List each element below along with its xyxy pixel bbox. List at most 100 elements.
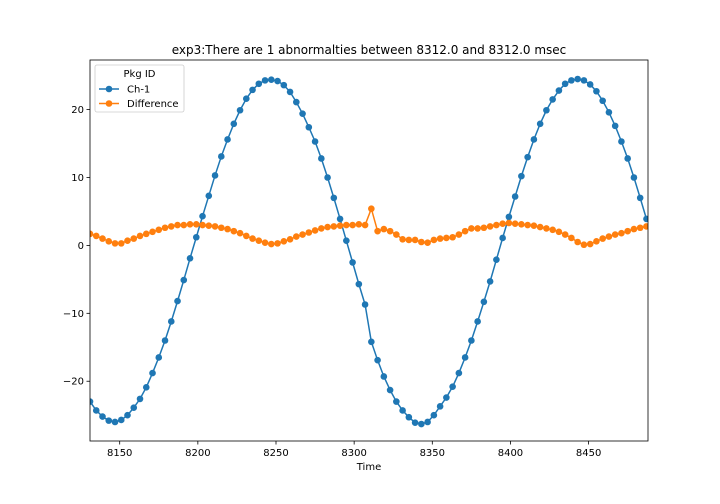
data-point-ch-1 bbox=[411, 419, 419, 426]
data-point-difference bbox=[393, 231, 400, 238]
data-point-ch-1 bbox=[224, 136, 231, 143]
data-point-difference bbox=[299, 231, 306, 238]
data-point-ch-1 bbox=[574, 75, 581, 83]
data-point-ch-1 bbox=[180, 276, 188, 284]
data-point-ch-1 bbox=[142, 384, 150, 391]
data-point-ch-1 bbox=[536, 120, 544, 128]
series-line-ch-1 bbox=[90, 78, 648, 425]
data-point-difference bbox=[149, 228, 156, 236]
data-point-ch-1 bbox=[605, 108, 613, 116]
data-point-ch-1 bbox=[505, 213, 513, 221]
data-point-difference bbox=[605, 233, 613, 240]
data-point-difference bbox=[192, 221, 200, 228]
data-point-difference bbox=[318, 225, 325, 232]
data-point-ch-1 bbox=[636, 194, 644, 202]
data-point-ch-1 bbox=[249, 86, 256, 94]
data-point-ch-1 bbox=[393, 398, 400, 405]
x-tick-label: 8300 bbox=[341, 448, 366, 459]
data-point-difference bbox=[586, 240, 594, 248]
data-point-ch-1 bbox=[261, 77, 269, 84]
data-point-ch-1 bbox=[268, 76, 275, 83]
data-point-ch-1 bbox=[499, 234, 506, 242]
data-point-difference bbox=[311, 227, 319, 234]
data-point-difference bbox=[361, 221, 369, 229]
series-ch-1 bbox=[90, 75, 648, 428]
data-point-difference bbox=[461, 227, 469, 235]
x-tick-label: 8350 bbox=[420, 448, 445, 459]
data-point-difference bbox=[268, 240, 275, 248]
data-point-ch-1 bbox=[549, 96, 556, 103]
legend-label: Ch-1 bbox=[127, 85, 150, 96]
data-point-ch-1 bbox=[374, 356, 381, 364]
legend-swatch-marker bbox=[105, 85, 113, 93]
data-point-difference bbox=[349, 221, 356, 229]
data-point-difference bbox=[111, 240, 119, 247]
data-point-ch-1 bbox=[493, 256, 500, 263]
data-point-ch-1 bbox=[561, 80, 569, 88]
data-point-ch-1 bbox=[461, 354, 469, 361]
y-tick-label: 10 bbox=[71, 173, 84, 184]
data-point-difference bbox=[286, 235, 294, 243]
data-point-difference bbox=[243, 232, 250, 240]
data-point-difference bbox=[274, 240, 281, 247]
data-point-ch-1 bbox=[230, 120, 238, 128]
legend: Pkg ID Ch-1 Difference bbox=[94, 64, 185, 113]
data-point-difference bbox=[199, 221, 206, 229]
data-point-ch-1 bbox=[130, 404, 138, 412]
data-point-difference bbox=[636, 224, 644, 232]
data-point-difference bbox=[449, 233, 456, 241]
data-point-difference bbox=[167, 223, 175, 230]
legend-entries: Ch-1 Difference bbox=[99, 85, 179, 110]
data-point-ch-1 bbox=[161, 337, 169, 344]
legend-title: Pkg ID bbox=[124, 69, 156, 80]
y-tick-label: −20 bbox=[63, 377, 84, 388]
data-point-ch-1 bbox=[355, 280, 363, 288]
data-point-ch-1 bbox=[324, 174, 331, 181]
data-point-ch-1 bbox=[186, 255, 194, 262]
data-point-difference bbox=[493, 221, 500, 229]
data-point-ch-1 bbox=[386, 386, 394, 394]
data-point-ch-1 bbox=[468, 337, 475, 344]
data-point-ch-1 bbox=[299, 110, 306, 117]
data-point-difference bbox=[343, 221, 350, 229]
data-point-ch-1 bbox=[405, 413, 413, 421]
legend-entry-difference: Difference bbox=[99, 99, 179, 110]
y-tick-label: −10 bbox=[63, 309, 84, 320]
data-point-ch-1 bbox=[455, 369, 463, 377]
data-point-ch-1 bbox=[124, 411, 131, 419]
data-point-difference bbox=[99, 235, 106, 242]
data-point-ch-1 bbox=[149, 369, 156, 377]
series-layer bbox=[90, 75, 648, 428]
data-point-ch-1 bbox=[518, 172, 525, 180]
data-point-difference bbox=[205, 222, 213, 230]
data-point-difference bbox=[90, 230, 94, 238]
data-point-difference bbox=[474, 225, 481, 232]
data-point-ch-1 bbox=[486, 278, 494, 285]
legend-entry-ch-1: Ch-1 bbox=[99, 85, 150, 96]
data-point-ch-1 bbox=[92, 407, 100, 414]
data-point-difference bbox=[161, 224, 169, 232]
x-tick-label: 8150 bbox=[107, 448, 132, 459]
data-point-ch-1 bbox=[155, 354, 163, 361]
data-point-difference bbox=[443, 234, 450, 242]
data-point-ch-1 bbox=[174, 297, 181, 305]
data-point-ch-1 bbox=[111, 418, 119, 426]
data-point-difference bbox=[336, 222, 344, 230]
data-point-difference bbox=[249, 235, 256, 242]
data-point-difference bbox=[405, 236, 413, 244]
data-point-difference bbox=[236, 229, 244, 237]
data-point-difference bbox=[355, 221, 363, 228]
data-point-ch-1 bbox=[105, 417, 113, 424]
chart-title: exp3:There are 1 abnormalties between 83… bbox=[172, 43, 567, 57]
legend-box bbox=[94, 64, 185, 113]
data-point-ch-1 bbox=[293, 98, 300, 106]
data-point-ch-1 bbox=[243, 95, 250, 103]
data-point-difference bbox=[568, 234, 575, 242]
data-point-difference bbox=[224, 225, 231, 233]
data-point-difference bbox=[518, 221, 525, 228]
axes-frame bbox=[89, 59, 649, 442]
data-point-difference bbox=[155, 226, 163, 234]
data-point-difference bbox=[386, 227, 394, 235]
data-point-difference bbox=[561, 231, 569, 238]
